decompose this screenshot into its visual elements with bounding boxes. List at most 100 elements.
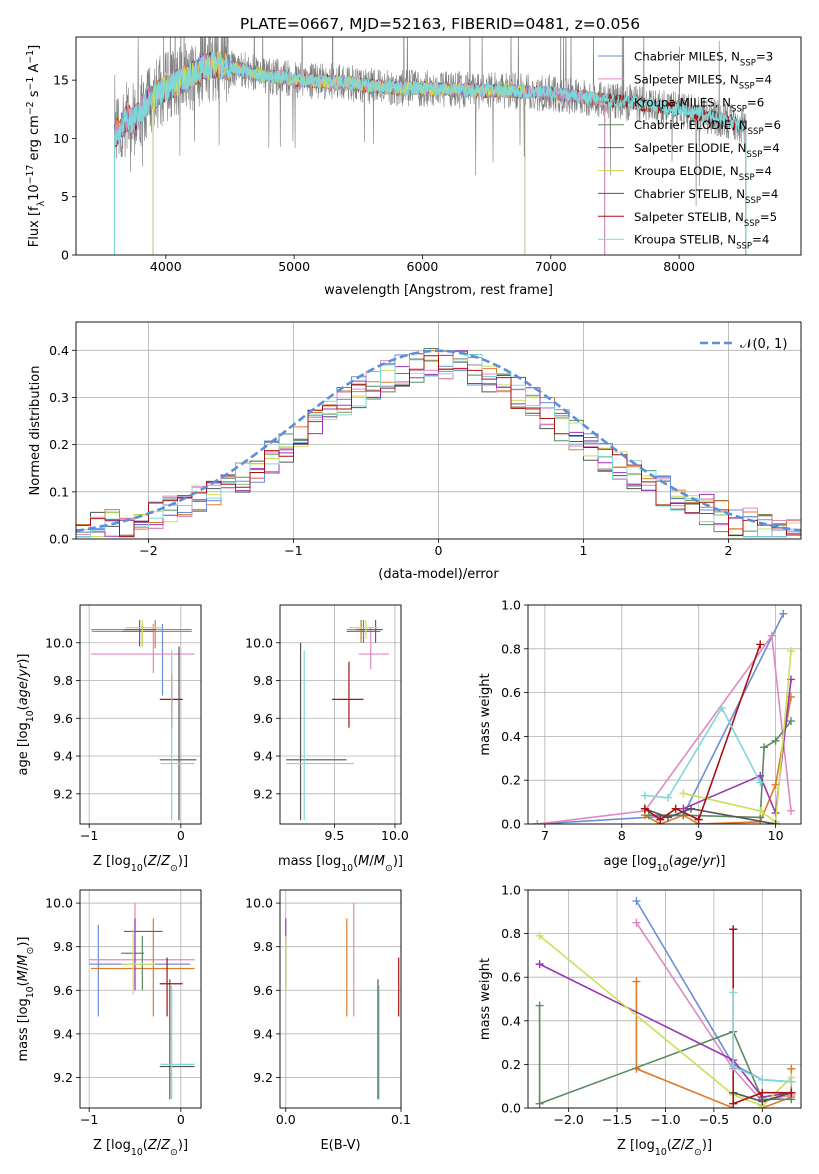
- x-tick-label: 0.0: [276, 1112, 296, 1127]
- weight-marker: [535, 1001, 544, 1010]
- x-tick-label: 4000: [150, 259, 182, 274]
- spectrum-frame: [75, 36, 802, 256]
- errorbar-point: [159, 979, 195, 1100]
- errorbar-point: [356, 620, 383, 643]
- x-tick-label: −1: [80, 1112, 98, 1127]
- legend-label: Chabrier MILES, NSSP=3: [634, 50, 773, 69]
- x-tick-label: −1.0: [650, 1112, 680, 1127]
- x-tick-label: −1.5: [602, 1112, 632, 1127]
- y-axis-label: Normed distribution: [28, 366, 43, 496]
- errorbar-point: [348, 620, 379, 639]
- weight-marker: [632, 977, 641, 986]
- y-tick-label: 9.8: [253, 939, 273, 954]
- y-axis-label: mass [log10(M/M⊙)]: [16, 937, 36, 1062]
- weight-marker: [644, 811, 653, 820]
- weight-marker: [787, 717, 796, 726]
- age-vs-Z-frame: [79, 604, 202, 825]
- y-tick-label: 9.6: [53, 983, 73, 998]
- axes-weight-vs-age: 7 8 9 10 0.0 0.2 0.4 0.6 0.8 1.0: [501, 598, 801, 843]
- errorbar-point: [91, 623, 195, 673]
- legend-label: Kroupa STELIB, NSSP=4: [634, 233, 769, 252]
- y-tick-label: 9.4: [53, 1026, 73, 1041]
- x-tick-label: 7: [541, 828, 549, 843]
- errorbar-point: [346, 620, 381, 643]
- weight-marker: [787, 1077, 796, 1086]
- y-tick-label: 0: [61, 248, 69, 263]
- weight-marker: [779, 609, 788, 618]
- y-tick-label: 0.4: [501, 729, 521, 744]
- x-tick-label: 0: [435, 543, 443, 558]
- weight-marker: [756, 778, 765, 787]
- y-tick-label: 9.2: [53, 786, 73, 801]
- x-tick-label: 6000: [407, 259, 439, 274]
- y-tick-label: 0.6: [501, 685, 521, 700]
- errorbar-point: [286, 650, 354, 821]
- legend-label: Salpeter ELODIE, NSSP=4: [634, 141, 780, 160]
- y-tick-label: 9.8: [253, 673, 273, 688]
- legend-label: Salpeter STELIB, NSSP=5: [634, 210, 777, 229]
- residual-histogram-8: [76, 353, 801, 538]
- x-tick-label: 2: [725, 543, 733, 558]
- weight-vs-Z-frame: [527, 889, 802, 1109]
- weight-marker: [640, 791, 649, 800]
- x-tick-label: 7000: [535, 259, 567, 274]
- y-tick-label: 9.4: [253, 1026, 273, 1041]
- y-tick-label: 9.6: [253, 983, 273, 998]
- age-vs-mass-frame: [279, 604, 402, 825]
- y-tick-label: 0.8: [501, 926, 521, 941]
- errorbar-point: [124, 918, 163, 991]
- y-tick-label: 10.0: [245, 896, 273, 911]
- normal-reference-curve: [76, 349, 801, 532]
- y-tick-label: 0.2: [49, 437, 69, 452]
- y-tick-label: 1.0: [501, 598, 521, 613]
- weight-marker: [758, 1088, 767, 1097]
- y-axis-label: age [log10(age/yr)]: [16, 653, 36, 775]
- errorbar-point: [358, 627, 389, 670]
- weight-marker: [729, 1099, 738, 1108]
- y-tick-label: 9.4: [253, 749, 273, 764]
- x-axis-label: wavelength [Angstrom, rest frame]: [324, 283, 553, 298]
- weight-series-8: [732, 992, 792, 1083]
- errorbar-point: [286, 642, 347, 821]
- axes-mass-vs-Z: −1 0 9.2 9.4 9.6 9.8 10.0: [45, 890, 201, 1127]
- model-spectrum-8: [113, 51, 747, 255]
- weight-marker: [787, 806, 796, 815]
- errorbar-point: [121, 929, 156, 995]
- x-tick-label: 0.1: [391, 1112, 411, 1127]
- legend-label: Salpeter MILES, NSSP=4: [634, 72, 772, 91]
- spectrum-legend: Chabrier MILES, NSSP=3 Salpeter MILES, NS…: [598, 50, 781, 252]
- y-tick-label: 9.2: [53, 1070, 73, 1085]
- x-tick-label: 5000: [278, 259, 310, 274]
- weight-marker: [756, 640, 765, 649]
- y-tick-label: 9.2: [253, 786, 273, 801]
- weight-marker: [771, 820, 780, 824]
- weight-marker: [758, 1097, 767, 1106]
- weight-marker: [640, 804, 649, 813]
- weight-vs-age-frame: [527, 604, 802, 825]
- y-tick-label: 15: [53, 73, 69, 88]
- x-axis-label: Z [log10(Z/Z⊙)]: [93, 1138, 188, 1158]
- x-tick-label: −2: [139, 543, 157, 558]
- y-tick-label: 10: [53, 131, 69, 146]
- legend-label: Kroupa MILES, NSSP=6: [634, 95, 764, 114]
- y-tick-label: 0.0: [501, 1101, 521, 1116]
- x-tick-label: 10.0: [381, 828, 409, 843]
- errorbar-point: [159, 646, 197, 821]
- weight-marker: [729, 988, 738, 997]
- axes-spectrum: 4000 5000 6000 7000 8000 0 5 10 15: [53, 73, 695, 274]
- weight-series-8: [644, 706, 761, 799]
- y-tick-label: 9.8: [53, 939, 73, 954]
- weight-series-5: [539, 935, 792, 1107]
- weight-marker: [694, 815, 703, 824]
- y-tick-label: 10.0: [45, 896, 73, 911]
- figure-title: PLATE=0667, MJD=52163, FIBERID=0481, z=0…: [240, 15, 640, 33]
- y-tick-label: 0.2: [501, 773, 521, 788]
- x-tick-label: 8000: [663, 259, 695, 274]
- x-tick-label: 0.0: [752, 1112, 772, 1127]
- x-axis-label: Z [log10(Z/Z⊙)]: [93, 854, 188, 874]
- weight-series-5: [683, 650, 792, 824]
- weight-marker: [656, 815, 665, 824]
